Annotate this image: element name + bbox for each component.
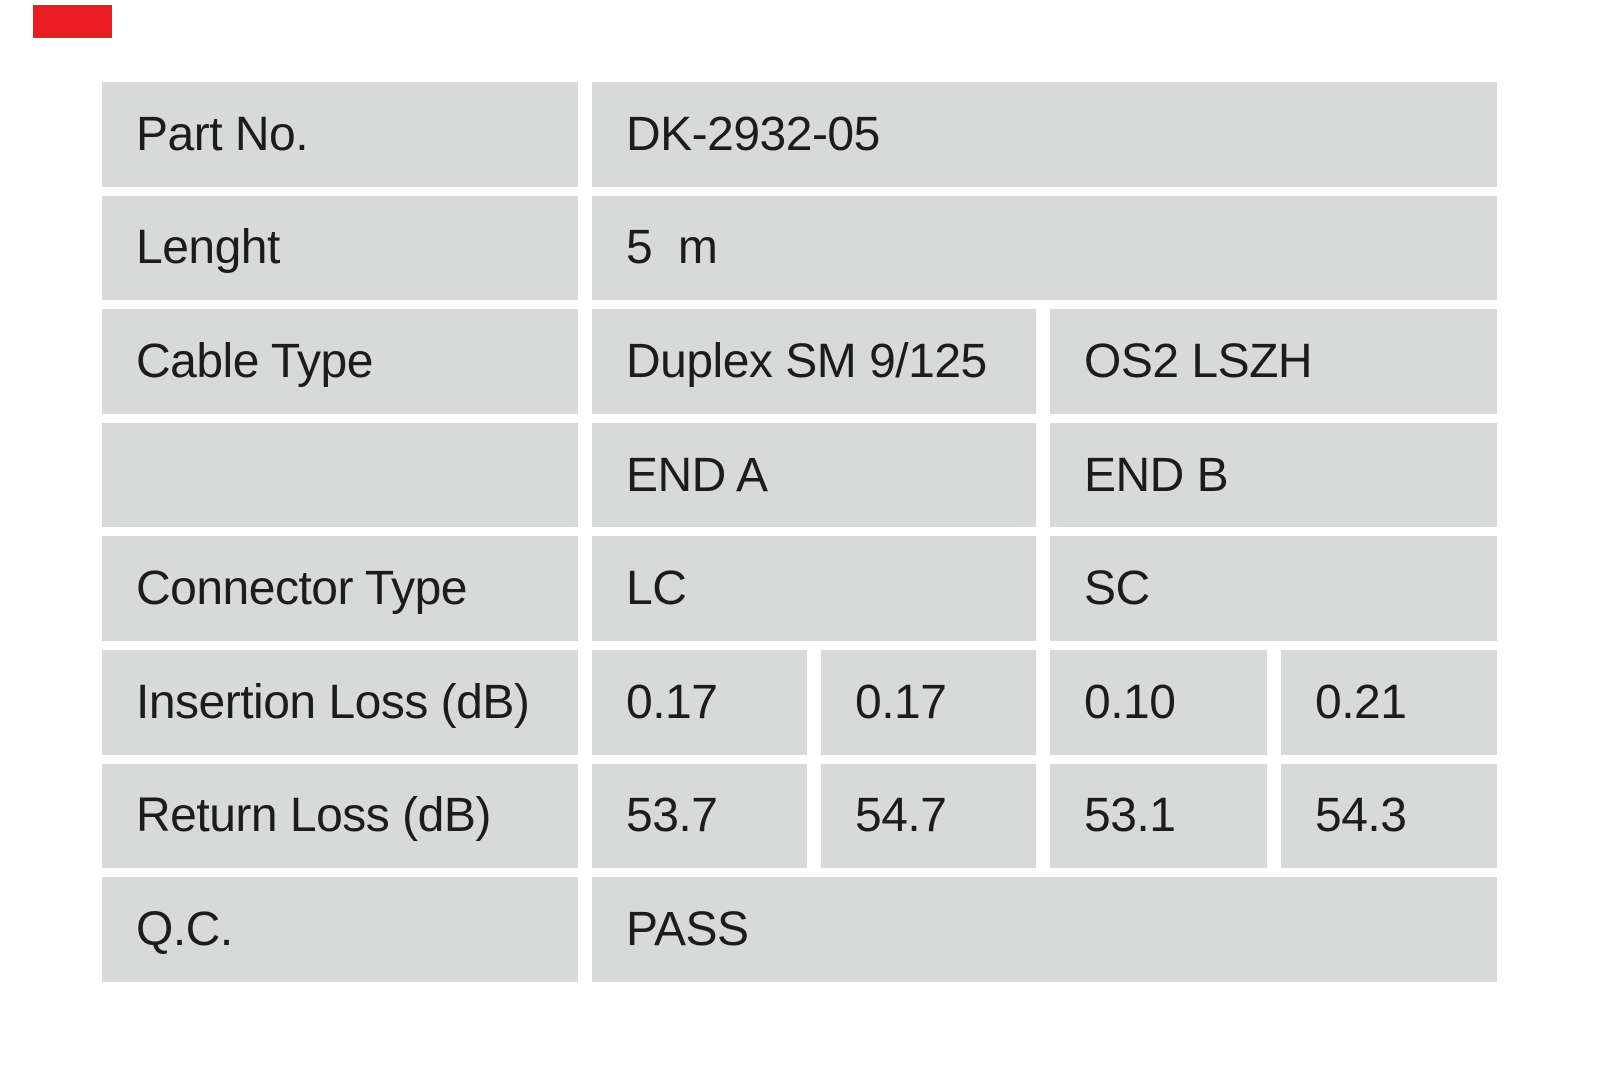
value-cell: END A bbox=[592, 422, 1036, 528]
value-cell: 0.17 bbox=[592, 649, 807, 755]
value-cell: Duplex SM 9/125 bbox=[592, 309, 1036, 414]
row-label-cell: Lenght bbox=[102, 195, 578, 301]
row-label-cell: Cable Type bbox=[102, 309, 578, 414]
value-cell: OS2 LSZH bbox=[1050, 309, 1497, 414]
value-cell: 53.1 bbox=[1050, 763, 1267, 869]
value-cell: 54.3 bbox=[1281, 763, 1497, 869]
value-cell: 0.10 bbox=[1050, 649, 1267, 755]
value-cell: 0.17 bbox=[821, 649, 1036, 755]
value-cell: PASS bbox=[592, 877, 1497, 982]
value-cell: SC bbox=[1050, 536, 1497, 641]
row-label-cell: Insertion Loss (dB) bbox=[102, 649, 578, 755]
row-label-cell: Return Loss (dB) bbox=[102, 763, 578, 869]
empty-label-cell bbox=[102, 422, 578, 528]
value-cell: 54.7 bbox=[821, 763, 1036, 869]
row-label-cell: Connector Type bbox=[102, 536, 578, 641]
value-cell: DK-2932-05 bbox=[592, 82, 1497, 187]
value-cell: END B bbox=[1050, 422, 1497, 528]
value-cell: 5 m bbox=[592, 195, 1497, 301]
row-label-cell: Q.C. bbox=[102, 877, 578, 982]
spec-table: Part No. DK-2932-05 Lenght 5 m Cable Type Dup… bbox=[102, 82, 1497, 982]
value-cell: LC bbox=[592, 536, 1036, 641]
value-cell: 53.7 bbox=[592, 763, 807, 869]
value-cell: 0.21 bbox=[1281, 649, 1497, 755]
row-label-cell: Part No. bbox=[102, 82, 578, 187]
red-corner-mark bbox=[33, 5, 112, 38]
